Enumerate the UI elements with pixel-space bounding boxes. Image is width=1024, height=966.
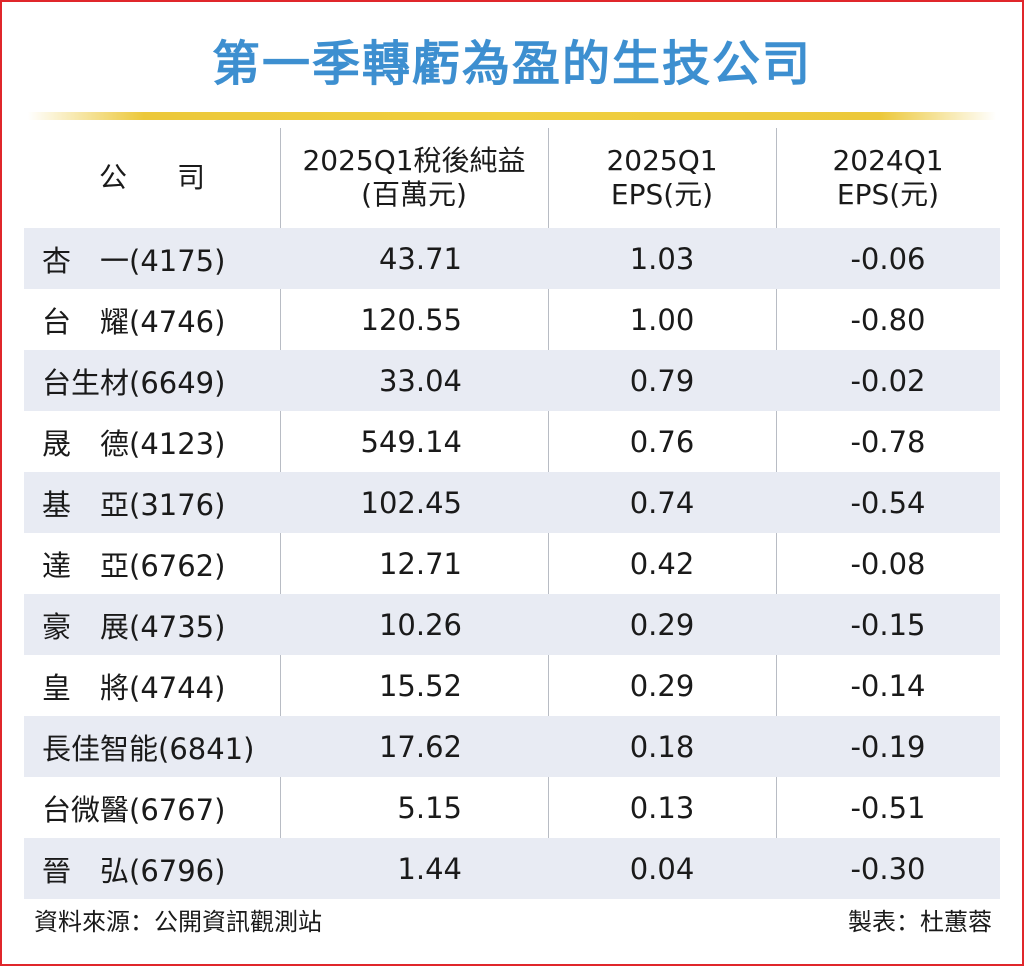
cell-eps-2025: 1.00 [629, 302, 695, 337]
cell-eps-2025: 0.42 [629, 546, 695, 581]
cell-eps-2025: 1.03 [629, 241, 695, 276]
cell-eps-2024: -0.19 [850, 729, 926, 764]
header-eps-2025: 2025Q1 EPS(元) [548, 128, 776, 228]
cell-company: 皇 將(4744) [42, 670, 226, 705]
cell-net-income: 10.26 [378, 607, 462, 642]
cell-company: 晟 德(4123) [42, 426, 226, 461]
table-row: 台 耀(4746) 120.55 1.00 -0.80 [24, 289, 1000, 350]
cell-eps-2024: -0.80 [850, 302, 926, 337]
cell-net-income: 102.45 [360, 485, 462, 520]
cell-net-income: 43.71 [378, 241, 462, 276]
header-eps-2025-line2: EPS(元) [610, 178, 714, 211]
cell-company: 台 耀(4746) [42, 304, 226, 339]
cell-company: 杏 一(4175) [42, 243, 226, 278]
cell-company: 台生材(6649) [42, 365, 226, 400]
table-row: 杏 一(4175) 43.71 1.03 -0.06 [24, 228, 1000, 289]
cell-net-income: 17.62 [378, 729, 462, 764]
cell-eps-2025: 0.29 [629, 607, 695, 642]
cell-company: 台微醫(6767) [42, 792, 226, 827]
cell-eps-2025: 0.04 [629, 851, 695, 886]
cell-company: 豪 展(4735) [42, 609, 226, 644]
cell-eps-2024: -0.08 [850, 546, 926, 581]
cell-net-income: 5.15 [397, 790, 462, 825]
cell-eps-2024: -0.02 [850, 363, 926, 398]
header-net-income: 2025Q1稅後純益 (百萬元) [280, 128, 548, 228]
table-row: 達 亞(6762) 12.71 0.42 -0.08 [24, 533, 1000, 594]
cell-eps-2024: -0.06 [850, 241, 926, 276]
cell-net-income: 120.55 [360, 302, 462, 337]
cell-net-income: 12.71 [378, 546, 462, 581]
cell-eps-2024: -0.30 [850, 851, 926, 886]
header-eps-2024-line1: 2024Q1 [832, 144, 944, 177]
table-row: 晉 弘(6796) 1.44 0.04 -0.30 [24, 838, 1000, 899]
table-row: 基 亞(3176) 102.45 0.74 -0.54 [24, 472, 1000, 533]
cell-net-income: 15.52 [378, 668, 462, 703]
cell-company: 基 亞(3176) [42, 487, 226, 522]
cell-eps-2024: -0.14 [850, 668, 926, 703]
cell-company: 長佳智能(6841) [42, 731, 255, 766]
header-eps-2025-line1: 2025Q1 [606, 144, 718, 177]
cell-eps-2024: -0.54 [850, 485, 926, 520]
cell-eps-2025: 0.18 [629, 729, 695, 764]
table-row: 豪 展(4735) 10.26 0.29 -0.15 [24, 594, 1000, 655]
cell-eps-2025: 0.13 [629, 790, 695, 825]
cell-eps-2025: 0.79 [629, 363, 695, 398]
table-row: 晟 德(4123) 549.14 0.76 -0.78 [24, 411, 1000, 472]
cell-company: 達 亞(6762) [42, 548, 226, 583]
cell-eps-2024: -0.15 [850, 607, 926, 642]
chart-title: 第一季轉虧為盈的生技公司 [211, 36, 812, 92]
table-row: 長佳智能(6841) 17.62 0.18 -0.19 [24, 716, 1000, 777]
cell-eps-2025: 0.76 [629, 424, 695, 459]
author-note: 製表：杜蕙蓉 [848, 908, 992, 936]
cell-eps-2024: -0.51 [850, 790, 926, 825]
header-company: 公司 [98, 161, 255, 194]
table-row: 皇 將(4744) 15.52 0.29 -0.14 [24, 655, 1000, 716]
cell-eps-2024: -0.78 [850, 424, 926, 459]
cell-eps-2025: 0.29 [629, 668, 695, 703]
header-eps-2024: 2024Q1 EPS(元) [776, 128, 1000, 228]
cell-net-income: 1.44 [397, 851, 462, 886]
cell-eps-2025: 0.74 [629, 485, 695, 520]
data-table: 公司 2025Q1稅後純益 (百萬元) 2025Q1 EPS(元) 2024Q1… [24, 128, 1000, 899]
source-note: 資料來源：公開資訊觀測站 [34, 908, 322, 936]
title-underline [28, 112, 996, 120]
cell-net-income: 549.14 [360, 424, 462, 459]
table-body: 杏 一(4175) 43.71 1.03 -0.06 台 耀(4746) 120.55 1.… [24, 228, 1000, 899]
header-net-income-line2: (百萬元) [361, 178, 467, 211]
table-header: 公司 2025Q1稅後純益 (百萬元) 2025Q1 EPS(元) 2024Q1… [24, 128, 1000, 228]
header-eps-2024-line2: EPS(元) [836, 178, 940, 211]
header-net-income-line1: 2025Q1稅後純益 [302, 144, 526, 177]
cell-company: 晉 弘(6796) [42, 853, 226, 888]
table-row: 台微醫(6767) 5.15 0.13 -0.51 [24, 777, 1000, 838]
cell-net-income: 33.04 [378, 363, 462, 398]
table-row: 台生材(6649) 33.04 0.79 -0.02 [24, 350, 1000, 411]
